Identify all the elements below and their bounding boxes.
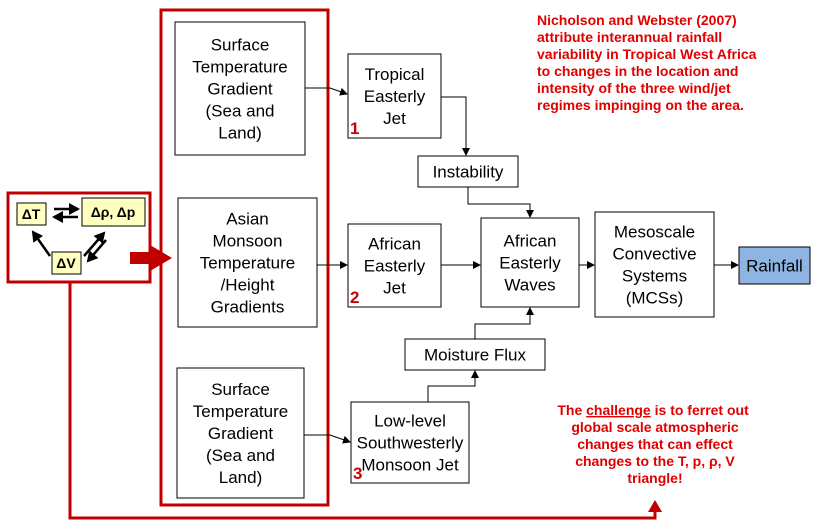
box-line: African bbox=[504, 232, 557, 251]
box-label: Surface Temperature Gradient (Sea and Land) bbox=[192, 36, 287, 143]
box-line: Instability bbox=[433, 163, 504, 182]
box bbox=[594, 211, 715, 318]
triangle-label: ΔV bbox=[56, 255, 76, 271]
box bbox=[738, 246, 811, 285]
box-label: African Easterly Waves bbox=[499, 232, 561, 295]
box-line: Moisture Flux bbox=[424, 346, 527, 365]
box-line: Waves bbox=[504, 276, 555, 295]
box-line: Gradient bbox=[208, 424, 273, 443]
box-label: Mesoscale Convective Systems (MCSs) bbox=[612, 223, 696, 308]
box bbox=[350, 401, 470, 484]
note-emphasis: challenge bbox=[586, 402, 651, 418]
box bbox=[174, 21, 306, 156]
box-line: Surface bbox=[211, 36, 270, 55]
arrow bbox=[474, 307, 534, 339]
box-line: (MCSs) bbox=[626, 289, 684, 308]
box-line: /Height bbox=[221, 276, 275, 295]
box-line: Easterly bbox=[364, 87, 426, 106]
box bbox=[404, 338, 546, 371]
arrow bbox=[86, 239, 107, 263]
box-line: Jet bbox=[383, 279, 406, 298]
box-label: Rainfall bbox=[746, 257, 803, 276]
arrow bbox=[305, 87, 348, 96]
box bbox=[177, 197, 318, 328]
box bbox=[417, 155, 519, 188]
note-text: is to ferret out bbox=[651, 402, 749, 418]
note-top: Nicholson and Webster (2007) attribute in… bbox=[537, 12, 757, 113]
note-line: changes to the T, p, ρ, V bbox=[575, 453, 735, 469]
arrow bbox=[441, 96, 470, 156]
triangle-label: Δρ, Δp bbox=[91, 204, 136, 220]
note-bottom: The challenge is to ferret out global sc… bbox=[557, 402, 752, 486]
box-line: Temperature bbox=[200, 254, 295, 273]
box-line: Low-level bbox=[374, 412, 446, 431]
connectors bbox=[304, 87, 739, 444]
box-line: Easterly bbox=[364, 257, 426, 276]
box-line: Tropical bbox=[365, 65, 425, 84]
box bbox=[347, 53, 442, 139]
note-line: variability in Tropical West Africa bbox=[537, 46, 757, 62]
box-line: (Sea and bbox=[206, 446, 275, 465]
box-label: Asian Monsoon Temperature/Height Gradients bbox=[200, 210, 295, 317]
note-line: The challenge is to ferret out bbox=[557, 402, 749, 418]
box bbox=[176, 367, 305, 499]
box-label: Surface Temperature Gradient (Sea and Land) bbox=[193, 380, 288, 487]
box-line: Temperature bbox=[192, 58, 287, 77]
box bbox=[480, 217, 580, 308]
box-label: Moisture Flux bbox=[424, 346, 527, 365]
triangle-box bbox=[16, 202, 47, 226]
note-line: Nicholson and Webster (2007) bbox=[537, 12, 737, 28]
box-line: Land) bbox=[219, 468, 262, 487]
box-line: Easterly bbox=[499, 254, 561, 273]
box-line: Systems bbox=[622, 267, 687, 286]
box-line: Land) bbox=[218, 124, 261, 143]
arrow bbox=[304, 434, 351, 444]
note-line: regimes impinging on the area. bbox=[537, 97, 744, 113]
box-number: 2 bbox=[350, 288, 359, 307]
box-line: Rainfall bbox=[746, 257, 803, 276]
box-line: (Sea and bbox=[206, 102, 275, 121]
note-line: changes that can effect bbox=[577, 436, 733, 452]
note-line: attribute interannual rainfall bbox=[537, 29, 722, 45]
box-number: 1 bbox=[350, 119, 359, 138]
feedback-arrow bbox=[68, 282, 662, 520]
box-line: Monsoon bbox=[213, 232, 283, 251]
box-line: African bbox=[368, 235, 421, 254]
arrow bbox=[467, 187, 534, 218]
note-line: global scale atmospheric bbox=[571, 419, 738, 435]
note-line: intensity of the three wind/jet bbox=[537, 80, 731, 96]
arrow bbox=[31, 230, 52, 257]
box-line: Monsoon Jet bbox=[361, 456, 459, 475]
box-label: Instability bbox=[433, 163, 504, 182]
note-text: The bbox=[557, 402, 586, 418]
note-line: to changes in the location and bbox=[537, 63, 738, 79]
triangle-label: ΔT bbox=[22, 206, 41, 222]
box-line: Jet bbox=[383, 109, 406, 128]
box-number: 3 bbox=[353, 464, 362, 483]
triangle-box bbox=[81, 197, 146, 227]
fat-arrow bbox=[130, 245, 172, 271]
box bbox=[347, 223, 442, 308]
box-line: Gradient bbox=[207, 80, 272, 99]
triangle-box bbox=[51, 251, 82, 275]
note-line: triangle! bbox=[627, 470, 682, 486]
box-line: Convective bbox=[612, 245, 696, 264]
box-line: Surface bbox=[211, 380, 270, 399]
box-label: African Easterly Jet bbox=[364, 235, 426, 298]
box-line: Mesoscale bbox=[614, 223, 695, 242]
box-line: Southwesterly bbox=[357, 434, 464, 453]
box-line: Gradients bbox=[211, 298, 285, 317]
box-label: Tropical Easterly Jet bbox=[364, 65, 426, 128]
arrow bbox=[427, 370, 479, 402]
box-line: Temperature bbox=[193, 402, 288, 421]
box-line: Asian bbox=[226, 210, 269, 229]
box-label: Low-level Southwesterly Monsoon Jet bbox=[357, 412, 464, 475]
